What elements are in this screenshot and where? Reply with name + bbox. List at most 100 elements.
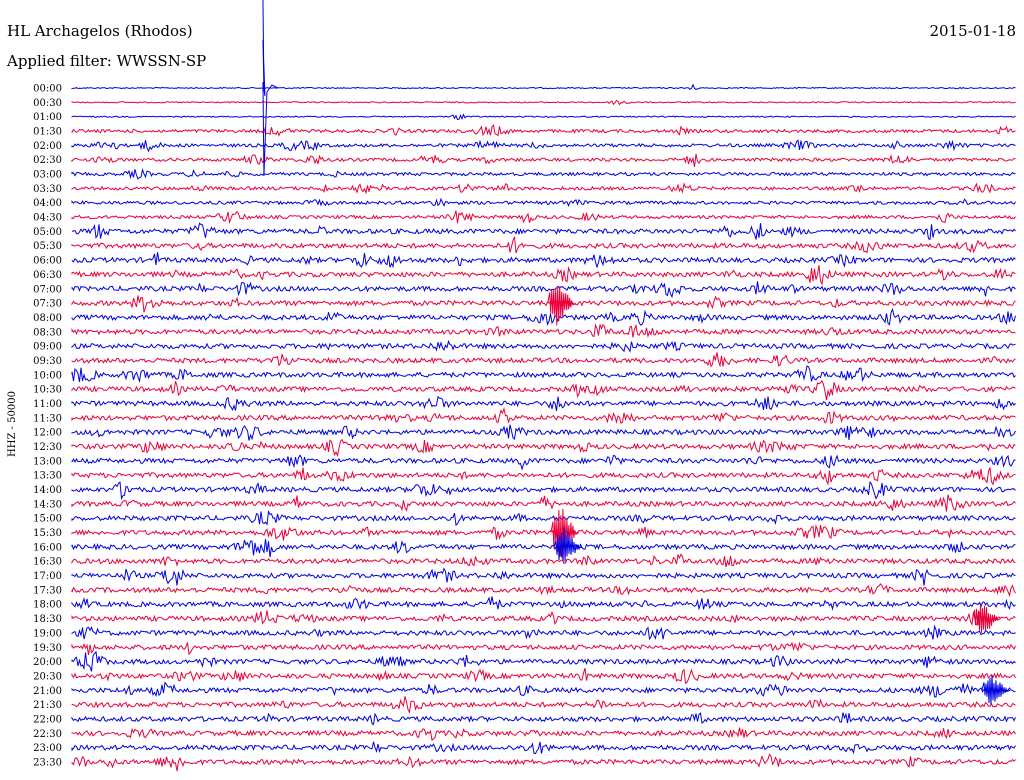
event-burst <box>972 603 1001 633</box>
trace-line <box>71 610 1016 626</box>
tick-label: 03:30 <box>33 184 62 195</box>
trace-line <box>71 395 1016 411</box>
tick-label: 00:30 <box>33 98 62 109</box>
tick-label: 08:30 <box>33 327 62 338</box>
trace-line <box>71 265 1016 286</box>
event-burst <box>262 0 279 177</box>
trace-line <box>71 153 1016 168</box>
tick-label: 19:30 <box>33 643 62 654</box>
tick-label: 14:00 <box>33 485 62 496</box>
y-axis-label: HHZ - 50000 <box>7 391 18 457</box>
tick-label: 10:30 <box>33 385 62 396</box>
event-burst <box>553 527 583 562</box>
event-burst <box>981 674 1011 705</box>
trace-line <box>71 424 1016 441</box>
trace-line <box>71 509 1016 526</box>
tick-label: 04:00 <box>33 198 62 209</box>
trace-line <box>71 182 1016 195</box>
trace-line <box>71 236 1016 254</box>
tick-label: 20:00 <box>33 657 62 668</box>
trace-line <box>71 210 1016 225</box>
trace-line <box>71 339 1016 353</box>
trace-line <box>71 650 1016 672</box>
tick-label: 22:30 <box>33 729 62 740</box>
trace-line <box>71 641 1016 656</box>
trace-line <box>71 741 1016 755</box>
tick-label: 23:00 <box>33 743 62 754</box>
tick-label: 07:30 <box>33 299 62 310</box>
trace-line <box>71 222 1016 241</box>
trace-line <box>71 727 1016 742</box>
trace-line <box>71 553 1016 568</box>
trace-line <box>71 295 1016 313</box>
tick-label: 03:00 <box>33 170 62 181</box>
trace-line <box>71 406 1016 425</box>
trace-line <box>71 281 1016 299</box>
tick-label: 02:00 <box>33 141 62 152</box>
trace-line <box>71 307 1016 327</box>
tick-label: 15:30 <box>33 528 62 539</box>
tick-label: 11:30 <box>33 413 62 424</box>
trace-line <box>71 124 1016 137</box>
trace-line <box>71 753 1016 772</box>
tick-label: 04:30 <box>33 213 62 224</box>
trace-line <box>71 624 1016 641</box>
trace-line <box>71 524 1016 541</box>
trace-line <box>71 583 1016 598</box>
trace-line <box>71 365 1016 384</box>
tick-label: 10:00 <box>33 370 62 381</box>
trace-line <box>71 438 1016 458</box>
tick-label: 16:00 <box>33 542 62 553</box>
station-title: HL Archagelos (Rhodos) <box>7 22 193 40</box>
trace-line <box>71 712 1016 726</box>
trace-line <box>71 681 1016 698</box>
trace-line <box>71 99 1016 106</box>
event-burst <box>547 286 576 326</box>
tick-label: 13:30 <box>33 471 62 482</box>
trace-line <box>71 667 1016 684</box>
tick-label: 06:00 <box>33 256 62 267</box>
date-label: 2015-01-18 <box>930 22 1016 40</box>
tick-label: 22:00 <box>33 714 62 725</box>
trace-line <box>71 567 1016 586</box>
tick-label: 21:30 <box>33 700 62 711</box>
tick-label: 09:00 <box>33 342 62 353</box>
trace-line <box>71 252 1016 269</box>
tick-label: 14:30 <box>33 499 62 510</box>
seismic-events <box>262 0 1011 705</box>
tick-label: 23:30 <box>33 757 62 768</box>
tick-label: 18:30 <box>33 614 62 625</box>
time-tick-labels: 00:00 00:30 01:00 01:30 02:00 02:30 03:00 03:30… <box>33 84 62 769</box>
tick-label: 20:30 <box>33 671 62 682</box>
trace-line <box>71 480 1016 501</box>
tick-label: 13:00 <box>33 456 62 467</box>
tick-label: 08:00 <box>33 313 62 324</box>
tick-label: 19:00 <box>33 628 62 639</box>
trace-line <box>71 494 1016 512</box>
trace-line <box>71 454 1016 471</box>
trace-line <box>71 197 1016 208</box>
tick-label: 02:30 <box>33 155 62 166</box>
tick-label: 15:00 <box>33 514 62 525</box>
tick-label: 16:30 <box>33 557 62 568</box>
trace-line <box>71 467 1016 486</box>
tick-label: 09:30 <box>33 356 62 367</box>
seismic-traces <box>71 83 1016 772</box>
trace-line <box>71 696 1016 714</box>
trace-line <box>71 352 1016 368</box>
tick-label: 06:30 <box>33 270 62 281</box>
trace-line <box>71 139 1016 153</box>
tick-label: 00:00 <box>33 84 62 95</box>
tick-label: 17:00 <box>33 571 62 582</box>
tick-label: 05:30 <box>33 241 62 252</box>
tick-label: 05:00 <box>33 227 62 238</box>
tick-label: 07:00 <box>33 284 62 295</box>
trace-line <box>71 113 1016 121</box>
tick-label: 12:30 <box>33 442 62 453</box>
trace-line <box>71 323 1016 338</box>
tick-label: 18:00 <box>33 600 62 611</box>
trace-line <box>71 539 1016 558</box>
tick-label: 11:00 <box>33 399 62 410</box>
filter-label: Applied filter: WWSSN-SP <box>6 52 206 70</box>
